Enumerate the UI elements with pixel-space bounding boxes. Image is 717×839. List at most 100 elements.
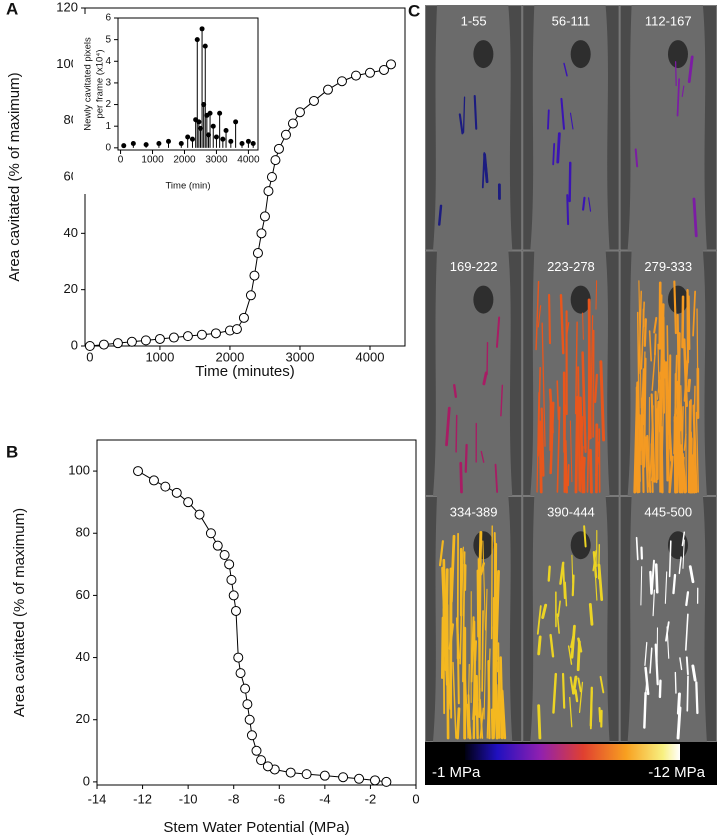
x-tick-label: -8 — [228, 791, 240, 806]
y-tick-label: 100 — [68, 463, 90, 478]
cavitation-streak — [535, 280, 540, 351]
data-point — [319, 770, 330, 781]
cavitation-streak — [500, 384, 504, 417]
cavitation-streak — [640, 566, 643, 606]
cavitation-streak — [562, 563, 566, 600]
cavitation-streak — [589, 686, 593, 727]
cavitation-streak — [668, 455, 674, 494]
cell-label: 112-167 — [645, 13, 692, 28]
cavitation-streak — [490, 708, 494, 740]
cavitation-streak — [462, 96, 466, 133]
cavitation-streak — [449, 534, 456, 603]
knot — [473, 285, 494, 314]
cavitation-streak — [567, 464, 570, 487]
cavitation-streak — [537, 635, 542, 656]
stem-head — [223, 128, 229, 134]
cavitation-streak — [563, 439, 568, 494]
cavitation-streak — [574, 689, 579, 703]
data-point — [238, 312, 249, 323]
cavitation-streak — [679, 657, 683, 671]
stem-head — [239, 141, 245, 147]
stem-head — [185, 134, 191, 140]
cavitation-streak — [675, 415, 680, 494]
stem-head — [121, 143, 127, 149]
y-tick-label: 5 — [105, 34, 111, 45]
cavitation-streak — [483, 153, 489, 184]
cavitation-streak — [668, 354, 672, 450]
data-point — [112, 338, 123, 349]
cavitation-streak — [654, 643, 659, 686]
data-point — [285, 767, 296, 778]
cavitation-streak — [681, 531, 686, 547]
cavitation-streak — [480, 450, 485, 463]
cell-label: 223-278 — [547, 259, 595, 274]
plot-frame — [117, 17, 259, 151]
plot-frame — [96, 439, 417, 786]
data-point — [378, 64, 389, 75]
stem-head — [228, 138, 234, 144]
data-point — [140, 335, 151, 346]
cell-label: 445-500 — [644, 504, 692, 519]
cavitation-streak — [657, 343, 660, 384]
cavitation-streak — [537, 305, 542, 328]
cavitation-streak — [592, 550, 597, 572]
cavitation-streak — [477, 531, 483, 603]
data-point — [294, 107, 305, 118]
data-point — [205, 528, 216, 539]
cavitation-streak — [692, 290, 696, 337]
x-axis-label: Time (min) — [165, 181, 210, 192]
data-point — [350, 70, 361, 81]
cavitation-streak — [638, 290, 642, 375]
data-point — [196, 329, 207, 340]
y-tick-label: 40 — [64, 225, 78, 240]
cavitation-streak — [453, 383, 458, 398]
cavitation-streak — [578, 681, 584, 714]
stem-section — [530, 5, 610, 251]
cavitation-streak — [665, 621, 670, 642]
x-tick-label: 4000 — [356, 349, 385, 364]
cavitation-streak — [633, 381, 640, 494]
cavitation-streak — [583, 525, 587, 548]
cavitation-streak — [678, 556, 682, 575]
cavitation-streak — [579, 416, 584, 493]
panel-label: C — [408, 1, 420, 20]
y-tick-label: 120 — [56, 0, 78, 14]
cavitation-streak — [592, 551, 598, 579]
cavitation-streak — [658, 679, 662, 699]
cavitation-streak — [681, 295, 685, 349]
y-tick-label: 100 — [56, 56, 78, 71]
cavitation-streak — [646, 434, 652, 494]
cavitation-streak — [537, 704, 542, 740]
cavitation-streak — [564, 581, 568, 607]
cavitation-streak — [445, 406, 451, 447]
data-point — [210, 328, 221, 339]
cavitation-streak — [569, 112, 574, 130]
cavitation-streak — [552, 672, 558, 714]
cavitation-streak — [473, 95, 478, 130]
cavitation-streak — [565, 321, 570, 341]
knot — [570, 285, 591, 314]
y-tick-label: 40 — [76, 649, 90, 664]
y-axis-label: Area cavitated (% of maximum) — [11, 508, 28, 717]
cavitation-streak — [574, 321, 578, 415]
cavitation-streak — [642, 351, 646, 426]
data-point — [369, 775, 380, 786]
knot — [667, 285, 688, 314]
cavitation-streak — [599, 675, 605, 694]
cavitation-streak — [567, 645, 573, 665]
x-tick-label: -10 — [179, 791, 198, 806]
data-point — [219, 550, 230, 560]
x-axis-label: Time (minutes) — [195, 363, 294, 380]
y-tick-label: 0 — [105, 142, 111, 153]
stem-head — [250, 141, 256, 147]
cavitation-streak — [577, 637, 583, 653]
x-axis-label: Stem Water Potential (MPa) — [163, 819, 349, 836]
cavitation-streak — [455, 617, 460, 660]
data-point — [235, 668, 246, 679]
cavitation-streak — [569, 696, 573, 728]
cavitation-streak — [589, 315, 594, 428]
cavitation-streak — [475, 674, 479, 740]
cavitation-streak — [635, 536, 639, 561]
x-tick-label: 2000 — [215, 349, 244, 364]
x-tick-label: 0 — [118, 155, 124, 166]
